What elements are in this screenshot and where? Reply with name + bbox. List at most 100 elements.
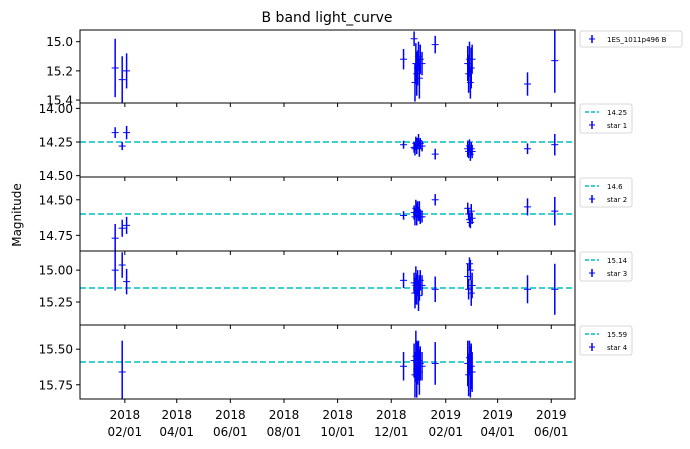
legend-label: 15.59 <box>607 331 627 339</box>
x-tick-label-year: 2019 <box>482 408 513 422</box>
data-point <box>551 30 559 93</box>
y-tick-label: 15.75 <box>39 378 73 392</box>
x-tick-label-year: 2018 <box>269 408 300 422</box>
legend-label: star 2 <box>607 196 627 204</box>
data-point <box>465 257 473 271</box>
data-point <box>524 72 532 96</box>
y-tick-label: 14.25 <box>39 136 73 150</box>
data-point <box>524 143 532 155</box>
data-point <box>400 48 408 70</box>
data-point <box>466 66 474 99</box>
legend: 1ES_1011p496 B <box>579 30 683 48</box>
x-tick-label-year: 2018 <box>215 408 246 422</box>
panels: 15.0 15.2 15.4 1ES_1011p496 B 14.00 14.25 14.5… <box>39 29 683 403</box>
x-tick-label-date: 10/01 <box>320 425 355 439</box>
x-tick-label-date: 06/01 <box>213 425 248 439</box>
data-point <box>467 343 475 390</box>
data-point <box>467 47 475 89</box>
data-point <box>400 352 408 381</box>
y-tick-label: 15.00 <box>39 264 73 278</box>
data-point <box>468 352 476 392</box>
legend: 15.14 star 3 <box>579 251 633 282</box>
data-point <box>418 211 426 223</box>
y-tick-label: 15.25 <box>39 296 73 310</box>
panel-3: 14.50 14.75 14.6 star 2 <box>39 176 633 255</box>
panel-frame <box>79 102 576 178</box>
data-point <box>431 194 439 206</box>
data-point <box>118 219 126 237</box>
data-point <box>431 148 439 160</box>
data-point <box>524 198 532 216</box>
chart-title: B band light_curve <box>262 10 393 26</box>
y-tick-label: 14.50 <box>39 169 73 183</box>
data-point <box>400 272 408 288</box>
panel-5: 15.50 15.75 15.59 star 4 <box>39 324 633 403</box>
data-point <box>111 38 119 98</box>
data-point <box>418 140 426 152</box>
data-point <box>400 140 408 149</box>
data-point <box>123 268 131 295</box>
data-point <box>418 275 426 296</box>
data-point <box>464 202 472 214</box>
legend: 14.6 star 2 <box>579 177 633 208</box>
data-point <box>400 211 408 220</box>
data-point <box>410 31 418 47</box>
data-point <box>467 204 475 219</box>
data-point <box>111 127 119 138</box>
x-axis: 2018 02/01 2018 04/01 2018 06/01 2018 08/01 2018… <box>108 408 569 439</box>
legend-label: star 3 <box>607 270 627 278</box>
data-point <box>418 352 426 381</box>
data-point <box>468 44 476 74</box>
x-tick-label-date: 12/01 <box>374 425 409 439</box>
legend-label: star 1 <box>607 122 627 130</box>
data-point <box>123 125 131 140</box>
data-point <box>123 53 131 89</box>
y-axis-label: Magnitude <box>10 183 24 247</box>
x-tick-label-year: 2018 <box>110 408 141 422</box>
data-point <box>118 340 126 399</box>
y-tick-label: 15.4 <box>46 94 73 108</box>
x-tick-label-date: 06/01 <box>534 425 569 439</box>
panel-4: 15.00 15.25 15.14 star 3 <box>39 250 633 329</box>
data-point <box>468 272 476 299</box>
data-point <box>467 142 475 156</box>
y-tick-label: 15.50 <box>39 343 73 357</box>
data-point <box>431 35 439 54</box>
data-point <box>468 212 476 224</box>
legend-label: star 4 <box>607 344 628 352</box>
data-point <box>468 144 476 159</box>
data-point <box>111 251 119 291</box>
legend-label: 14.25 <box>607 109 627 117</box>
y-tick-label: 15.0 <box>46 35 73 49</box>
data-point <box>415 57 423 99</box>
x-tick-label-date: 02/01 <box>428 425 463 439</box>
legend: 15.59 star 4 <box>579 325 633 356</box>
y-tick-label: 15.2 <box>46 64 73 78</box>
x-tick-label-date: 08/01 <box>267 425 302 439</box>
data-point <box>123 216 131 234</box>
x-tick-label-year: 2018 <box>322 408 353 422</box>
data-point <box>551 133 559 156</box>
data-point <box>431 276 439 303</box>
data-point <box>418 51 426 76</box>
legend: 14.25 star 1 <box>579 103 633 134</box>
data-point <box>524 275 532 304</box>
x-tick-label-year: 2019 <box>430 408 461 422</box>
data-point <box>467 280 475 306</box>
data-point <box>118 142 126 151</box>
y-tick-label: 14.75 <box>39 229 73 243</box>
data-point <box>118 252 126 278</box>
data-point <box>118 56 126 103</box>
panel-frame <box>79 29 576 104</box>
data-point <box>466 259 474 281</box>
legend-label: 1ES_1011p496 B <box>607 36 667 44</box>
data-point <box>431 342 439 385</box>
x-tick-label-date: 04/01 <box>159 425 194 439</box>
data-point <box>551 263 559 315</box>
legend-label: 14.6 <box>607 183 623 191</box>
x-tick-label-year: 2018 <box>161 408 192 422</box>
panel-2: 14.00 14.25 14.50 14.25 star 1 <box>39 102 633 183</box>
y-tick-label: 14.50 <box>39 193 73 207</box>
data-point <box>111 223 119 251</box>
